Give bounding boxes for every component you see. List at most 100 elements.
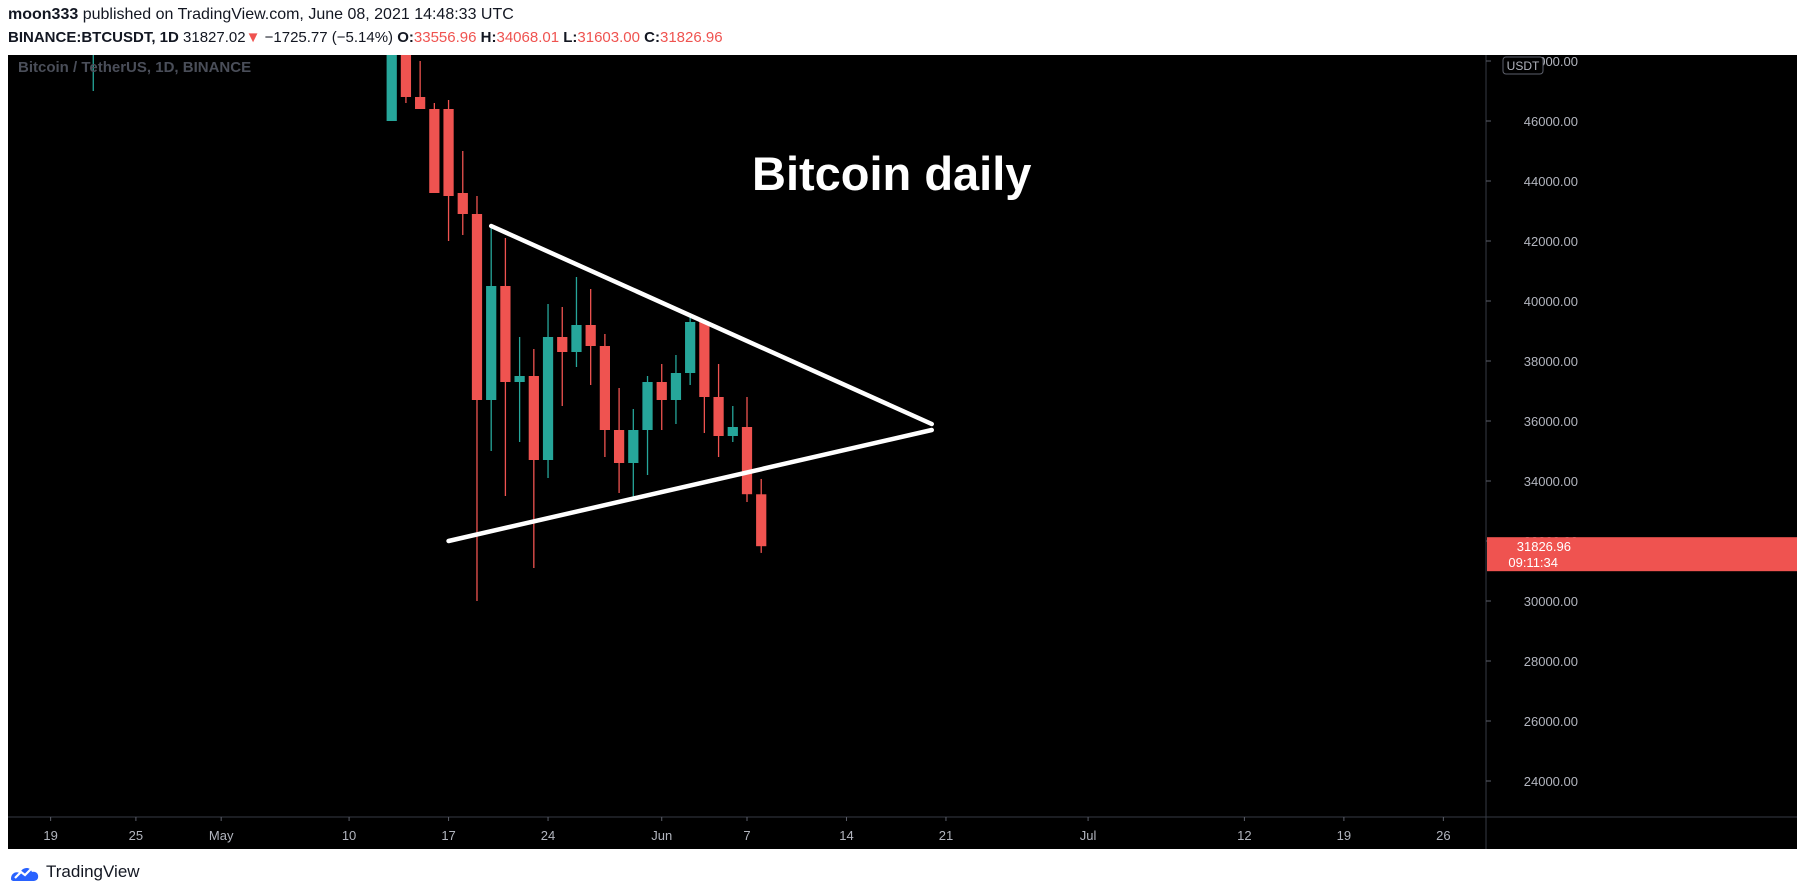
candle[interactable] xyxy=(628,409,639,499)
candle[interactable] xyxy=(727,406,738,442)
candle-body xyxy=(756,494,767,547)
candle[interactable] xyxy=(443,100,454,241)
candle[interactable] xyxy=(514,337,525,442)
candle-body xyxy=(713,397,724,436)
candle[interactable] xyxy=(88,55,98,91)
footer: TradingView xyxy=(8,860,140,884)
last-price-label: 31826.96 xyxy=(1517,539,1571,554)
candle[interactable] xyxy=(741,397,753,502)
candle-body xyxy=(415,97,426,109)
price-axis: 48000.0046000.0044000.0042000.0040000.00… xyxy=(1485,54,1797,849)
publication-info: published on TradingView.com, June 08, 2… xyxy=(78,6,514,23)
candlestick-chart[interactable]: 48000.0046000.0044000.0042000.0040000.00… xyxy=(8,54,1797,849)
candle-body xyxy=(571,325,582,352)
symbol-line: BINANCE:BTCUSDT, 1D 31827.02▼ −1725.77 (… xyxy=(8,29,723,46)
candle[interactable] xyxy=(656,364,667,430)
candle[interactable] xyxy=(642,376,653,475)
price-tick-label: 34000.00 xyxy=(1524,474,1578,489)
candle-body xyxy=(443,109,454,196)
candle[interactable] xyxy=(756,478,767,553)
time-tick-label: Jun xyxy=(651,828,672,843)
tradingview-logo-icon[interactable] xyxy=(8,861,40,883)
price-tick-label: 38000.00 xyxy=(1524,354,1578,369)
candle[interactable] xyxy=(699,322,710,433)
candle-body xyxy=(457,193,468,214)
candle-body xyxy=(528,376,539,460)
triangle-upper-trendline[interactable] xyxy=(488,223,934,427)
candle-body xyxy=(386,55,397,121)
price-tick-label: 30000.00 xyxy=(1524,594,1578,609)
time-tick-label: Jul xyxy=(1080,828,1097,843)
candle[interactable] xyxy=(542,304,554,478)
candle[interactable] xyxy=(713,364,724,457)
candle[interactable] xyxy=(557,307,568,406)
candle-body xyxy=(471,214,483,400)
low-value: 31603.00 xyxy=(577,29,640,46)
high-label: H: xyxy=(480,29,497,46)
time-tick-label: 19 xyxy=(1337,828,1351,843)
candle[interactable] xyxy=(599,334,611,457)
time-tick-label: 12 xyxy=(1237,828,1251,843)
change-value: −1725.77 (−5.14%) xyxy=(264,29,394,46)
candle-body xyxy=(486,286,497,400)
price-tick-label: 44000.00 xyxy=(1524,174,1578,189)
down-arrow-icon: ▼ xyxy=(245,29,261,46)
candle[interactable] xyxy=(486,226,497,451)
trendlines-group xyxy=(446,223,934,544)
candle-body xyxy=(656,382,667,400)
candle-body xyxy=(514,376,525,382)
candle-body xyxy=(685,322,696,373)
close-value: 31826.96 xyxy=(659,29,723,46)
author-name[interactable]: moon333 xyxy=(8,6,79,23)
candle-body xyxy=(628,430,639,463)
countdown-label: 09:11:34 xyxy=(1508,555,1558,570)
candle[interactable] xyxy=(457,151,468,235)
low-label: L: xyxy=(563,29,578,46)
time-axis: 19 25 May 10 17 24 Jun 7 14 21 Jul 12 19 26 xyxy=(8,816,1797,843)
candle[interactable] xyxy=(386,55,397,121)
tradingview-brand[interactable]: TradingView xyxy=(46,862,140,881)
time-tick-label: 17 xyxy=(441,828,455,843)
candle[interactable] xyxy=(685,316,696,385)
time-tick-label: 24 xyxy=(541,828,555,843)
candle-body xyxy=(500,286,511,382)
close-label: C: xyxy=(644,29,660,46)
candle[interactable] xyxy=(585,289,596,385)
candle[interactable] xyxy=(528,349,539,568)
price-tick-label: 28000.00 xyxy=(1524,654,1578,669)
candles-group xyxy=(88,55,767,601)
triangle-lower-trendline[interactable] xyxy=(446,427,934,544)
candle[interactable] xyxy=(571,277,582,367)
candle[interactable] xyxy=(670,355,682,424)
candle[interactable] xyxy=(500,238,511,496)
chart-area[interactable]: 48000.00 46000.00 44000.00 42000.00 40000.00… xyxy=(8,54,1797,849)
price-tick-label: 26000.00 xyxy=(1524,714,1578,729)
price-value: 31827.02 xyxy=(183,29,246,46)
candle-body xyxy=(400,55,412,97)
candle-body xyxy=(429,109,440,193)
time-tick-label: May xyxy=(209,828,234,843)
currency-badge-label: USDT xyxy=(1507,59,1540,73)
candle[interactable] xyxy=(415,61,426,109)
time-tick-label: 26 xyxy=(1436,828,1450,843)
time-tick-label: 14 xyxy=(839,828,853,843)
time-tick-label: 19 xyxy=(43,828,57,843)
symbol-label: BINANCE:BTCUSDT, 1D xyxy=(8,29,179,46)
candle[interactable] xyxy=(613,388,625,493)
candle-body xyxy=(599,346,611,430)
series-label: Bitcoin / TetherUS, 1D, BINANCE xyxy=(18,59,251,76)
price-tick-label: 36000.00 xyxy=(1524,414,1578,429)
price-tick-label: 42000.00 xyxy=(1524,234,1578,249)
candle[interactable] xyxy=(400,55,412,103)
candle-body xyxy=(741,427,753,495)
time-tick-label: 21 xyxy=(939,828,953,843)
candle-body xyxy=(585,325,596,346)
candle-body xyxy=(727,427,738,436)
chart-annotation[interactable]: Bitcoin daily xyxy=(752,147,1031,200)
open-label: O: xyxy=(397,29,414,46)
currency-badge[interactable]: USDT xyxy=(1502,56,1544,75)
candle[interactable] xyxy=(429,103,440,193)
candle[interactable] xyxy=(471,196,483,601)
candle-body xyxy=(670,373,682,400)
